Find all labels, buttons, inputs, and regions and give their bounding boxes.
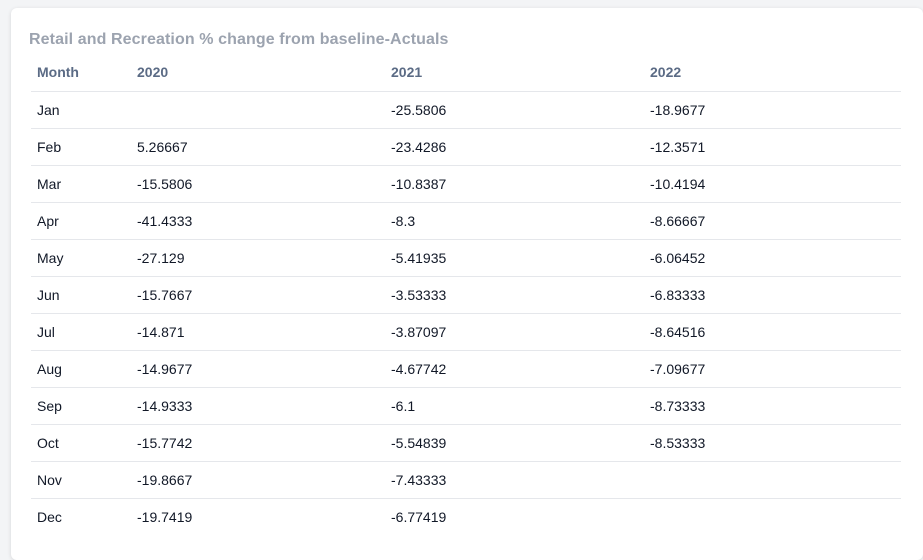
month-cell: Apr (31, 202, 137, 240)
month-cell: Jan (31, 91, 137, 129)
value-2020-cell: -15.7667 (137, 276, 391, 314)
table-row: Jul -14.871 -3.87097 -8.64516 (31, 313, 901, 351)
month-cell: Jun (31, 276, 137, 314)
value-2022-cell: -8.66667 (650, 202, 901, 240)
value-2022-cell: -8.64516 (650, 313, 901, 351)
month-cell: Dec (37, 508, 62, 525)
value-2021-cell: -7.43333 (391, 461, 650, 499)
month-cell: Oct (31, 424, 137, 462)
value-2020-cell: -19.7419 (137, 508, 193, 525)
value-2021-cell: -3.87097 (391, 313, 650, 351)
value-2022-cell: -12.3571 (650, 128, 901, 166)
value-2020-cell: -41.4333 (137, 202, 391, 240)
table-row: Oct -15.7742 -5.54839 -8.53333 (31, 424, 901, 462)
table-row: Mar -15.5806 -10.8387 -10.4194 (31, 165, 901, 203)
table-row: Jun -15.7667 -3.53333 -6.83333 (31, 276, 901, 314)
month-cell: Mar (31, 165, 137, 203)
value-2020-cell: -19.8667 (137, 461, 391, 499)
value-2021-cell: -3.53333 (391, 276, 650, 314)
table-row: Jan -25.5806 -18.9677 (31, 91, 901, 129)
month-cell: Feb (31, 128, 137, 166)
data-table: Month 2020 2021 2022 Jan -25.5806 -18.9677… (31, 54, 901, 535)
month-cell: Jul (31, 313, 137, 351)
value-2020-cell: -14.871 (137, 313, 391, 351)
value-2022-cell (650, 461, 901, 499)
column-header-2022[interactable]: 2022 (650, 54, 901, 92)
value-2021-cell: -10.8387 (391, 165, 650, 203)
header-row: Month 2020 2021 2022 (31, 54, 901, 92)
table-row: Feb 5.26667 -23.4286 -12.3571 (31, 128, 901, 166)
value-2020-cell: -15.7742 (137, 424, 391, 462)
value-2022-cell: -7.09677 (650, 350, 901, 388)
table-body: Jan -25.5806 -18.9677 Feb 5.26667 -23.4286 -12… (31, 91, 901, 535)
value-2021-cell: -5.54839 (391, 424, 650, 462)
value-2021-cell: -6.77419 (391, 508, 447, 525)
value-2020-cell: -15.5806 (137, 165, 391, 203)
value-2022-cell (650, 498, 901, 535)
month-cell: Aug (31, 350, 137, 388)
table-row: Dec -19.7419 -6.77419 (31, 498, 901, 535)
value-2022-cell: -6.83333 (650, 276, 901, 314)
value-2022-cell: -8.53333 (650, 424, 901, 462)
column-header-2021[interactable]: 2021 (391, 54, 650, 92)
month-cell: Nov (31, 461, 137, 499)
value-2020-cell: -14.9677 (137, 350, 391, 388)
value-2021-cell: -4.67742 (391, 350, 650, 388)
table-row: Nov -19.8667 -7.43333 (31, 461, 901, 499)
value-2022-cell: -10.4194 (650, 165, 901, 203)
month-cell: May (31, 239, 137, 277)
value-2022-cell: -6.06452 (650, 239, 901, 277)
table-row: Sep -14.9333 -6.1 -8.73333 (31, 387, 901, 425)
value-2021-cell: -8.3 (391, 202, 650, 240)
table-row: May -27.129 -5.41935 -6.06452 (31, 239, 901, 277)
column-header-month[interactable]: Month (31, 54, 137, 92)
value-2020-cell (137, 91, 391, 129)
value-2020-cell: -27.129 (137, 239, 391, 277)
value-2021-cell: -5.41935 (391, 239, 650, 277)
table-row: Apr -41.4333 -8.3 -8.66667 (31, 202, 901, 240)
table-card: Retail and Recreation % change from base… (11, 8, 923, 560)
value-2022-cell: -8.73333 (650, 387, 901, 425)
value-2020-cell: -14.9333 (137, 387, 391, 425)
value-2021-cell: -25.5806 (391, 91, 650, 129)
table-row: Aug -14.9677 -4.67742 -7.09677 (31, 350, 901, 388)
month-cell: Sep (31, 387, 137, 425)
value-2020-cell: 5.26667 (137, 128, 391, 166)
value-2022-cell: -18.9677 (650, 91, 901, 129)
card-title: Retail and Recreation % change from base… (29, 31, 449, 48)
value-2021-cell: -23.4286 (391, 128, 650, 166)
value-2021-cell: -6.1 (391, 387, 650, 425)
column-header-2020[interactable]: 2020 (137, 54, 391, 92)
